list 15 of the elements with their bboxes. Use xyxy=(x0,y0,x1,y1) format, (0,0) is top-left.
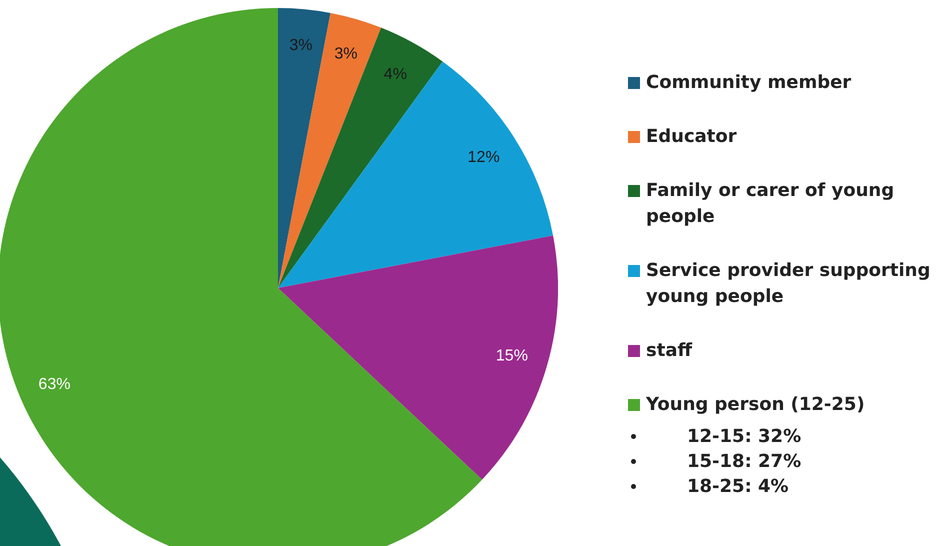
data-label: 63% xyxy=(38,376,70,394)
legend-label: Service provider supporting young people xyxy=(646,259,932,309)
text: 15-18: 27% xyxy=(687,450,802,474)
legend-label: Community member xyxy=(646,71,852,95)
legend-label: Young person (12-25) xyxy=(646,393,865,417)
data-label: 3% xyxy=(334,45,358,62)
text: 12-15: 32% xyxy=(687,425,802,449)
legend-label: Family or carer of young people xyxy=(646,179,896,229)
data-label: 4% xyxy=(384,66,407,83)
data-label: 12% xyxy=(468,148,500,166)
text: 18-25: 4% xyxy=(687,475,789,499)
legend-label: staff xyxy=(646,339,692,363)
legend-label: Educator xyxy=(646,125,737,149)
data-label: 15% xyxy=(496,347,528,364)
data-label: 3% xyxy=(289,36,312,54)
